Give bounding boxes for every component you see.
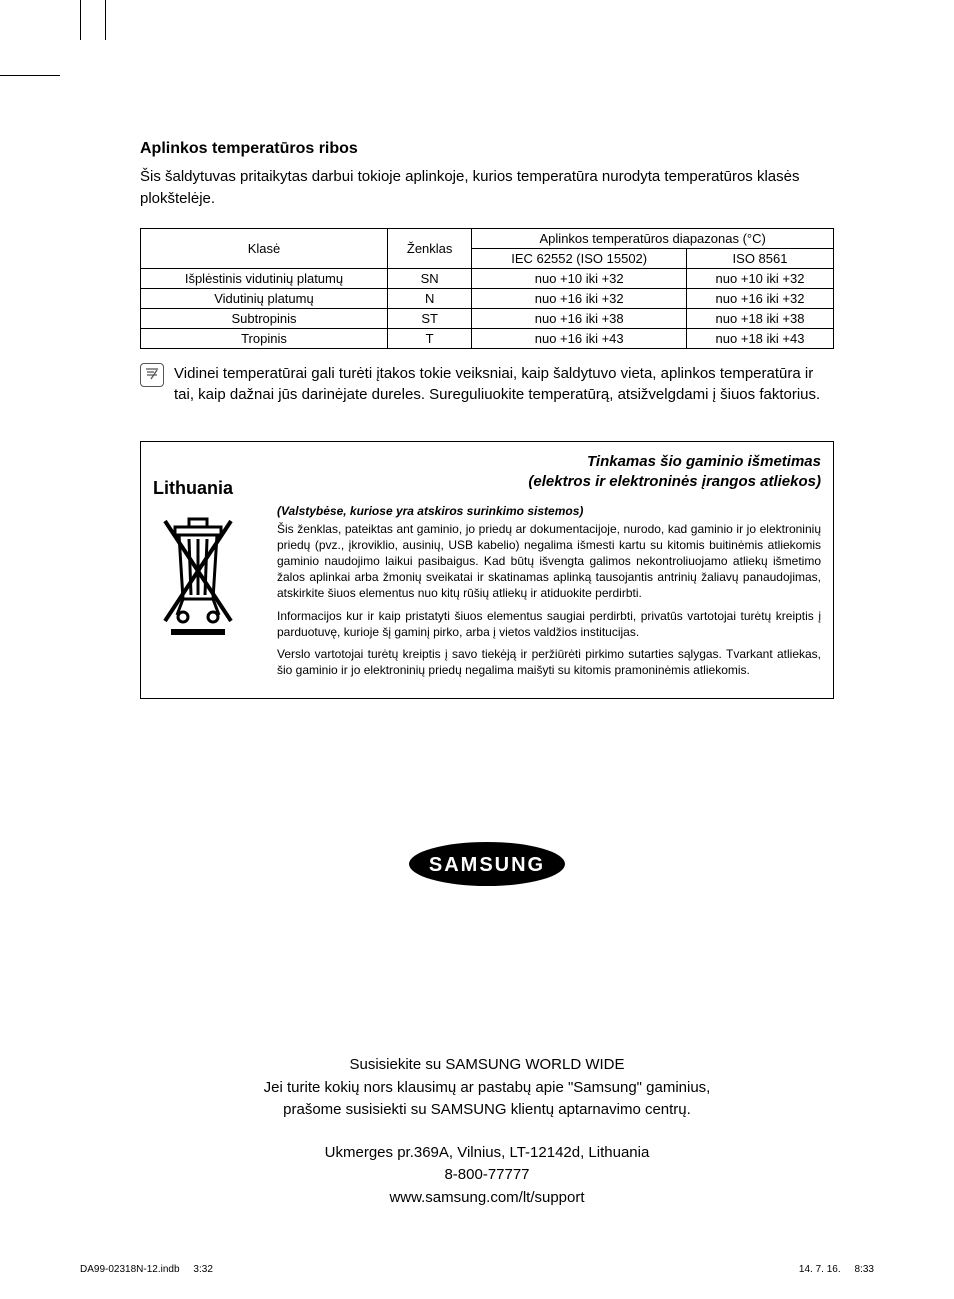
table-row: Tropinis T nuo +16 iki +43 nuo +18 iki +… xyxy=(141,328,834,348)
col-iso: ISO 8561 xyxy=(687,248,834,268)
table-row: Išplėstinis vidutinių platumų SN nuo +10… xyxy=(141,268,834,288)
disposal-subhead: (Valstybėse, kuriose yra atskiros surink… xyxy=(277,503,821,519)
section-heading: Aplinkos temperatūros ribos xyxy=(140,140,834,158)
footer-page: 3:32 xyxy=(193,1264,212,1275)
table-row: Subtropinis ST nuo +16 iki +38 nuo +18 i… xyxy=(141,308,834,328)
footer-date: 14. 7. 16. xyxy=(799,1264,841,1275)
disposal-text: (Valstybėse, kuriose yra atskiros surink… xyxy=(277,503,821,685)
col-class: Klasė xyxy=(141,228,388,268)
temperature-table: Klasė Ženklas Aplinkos temperatūros diap… xyxy=(140,228,834,349)
note-block: Vidinei temperatūrai gali turėti įtakos … xyxy=(140,363,834,405)
contact-address: Ukmerges pr.369A, Vilnius, LT-12142d, Li… xyxy=(140,1142,834,1165)
disposal-p2: Informacijos kur ir kaip pristatyti šiuo… xyxy=(277,608,821,640)
disposal-p1: Šis ženklas, pateiktas ant gaminio, jo p… xyxy=(277,521,821,602)
weee-bin-icon xyxy=(153,503,263,685)
note-icon xyxy=(140,363,164,387)
country-label: Lithuania xyxy=(153,452,263,499)
contact-line: Jei turite kokių nors klausimų ar pastab… xyxy=(140,1077,834,1100)
contact-url: www.samsung.com/lt/support xyxy=(140,1187,834,1210)
disposal-p3: Verslo vartotojai turėtų kreiptis į savo… xyxy=(277,646,821,678)
crop-marks xyxy=(0,0,954,80)
page-content: Aplinkos temperatūros ribos Šis šaldytuv… xyxy=(0,0,954,1249)
contact-block: Susisiekite su SAMSUNG WORLD WIDE Jei tu… xyxy=(140,1054,834,1209)
disposal-title: Tinkamas šio gaminio išmetimas (elektros… xyxy=(263,452,821,493)
contact-line: Susisiekite su SAMSUNG WORLD WIDE xyxy=(140,1054,834,1077)
page-footer: DA99-02318N-12.indb 3:32 14. 7. 16. 8:33 xyxy=(80,1264,874,1275)
disposal-box: Lithuania Tinkamas šio gaminio išmetimas… xyxy=(140,441,834,700)
col-iec: IEC 62552 (ISO 15502) xyxy=(472,248,687,268)
contact-line: prašome susisiekti su SAMSUNG klientų ap… xyxy=(140,1099,834,1122)
contact-phone: 8-800-77777 xyxy=(140,1164,834,1187)
intro-paragraph: Šis šaldytuvas pritaikytas darbui tokioj… xyxy=(140,166,834,210)
note-text: Vidinei temperatūrai gali turėti įtakos … xyxy=(174,363,834,405)
table-row: Vidutinių platumų N nuo +16 iki +32 nuo … xyxy=(141,288,834,308)
svg-text:SAMSUNG: SAMSUNG xyxy=(429,854,545,876)
footer-time: 8:33 xyxy=(855,1264,874,1275)
col-symbol: Ženklas xyxy=(387,228,471,268)
samsung-logo: SAMSUNG xyxy=(140,839,834,894)
col-range-header: Aplinkos temperatūros diapazonas (°C) xyxy=(472,228,834,248)
footer-doc: DA99-02318N-12.indb xyxy=(80,1264,180,1275)
